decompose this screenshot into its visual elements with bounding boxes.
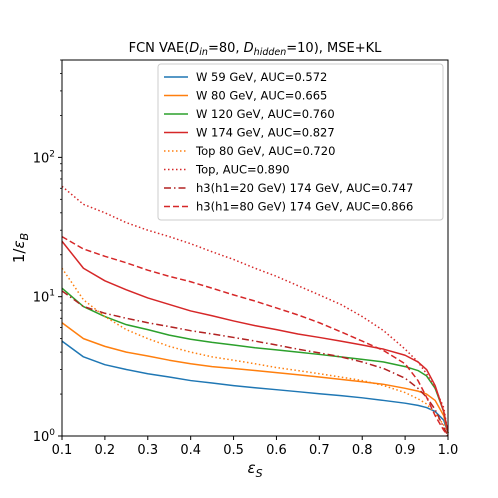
x-tick-label: 0.2	[95, 443, 116, 458]
x-axis-label-sub: S	[256, 467, 263, 480]
series-line-3	[61, 240, 449, 434]
series-line-6	[61, 290, 449, 437]
x-tick-label: 0.6	[266, 443, 287, 458]
legend-box	[157, 63, 444, 221]
title-prefix: FCN VAE(	[129, 41, 190, 56]
y-tick-label-exp: 1	[49, 289, 55, 299]
series-line-7	[61, 235, 449, 437]
legend-label-5: Top, AUC=0.890	[195, 163, 290, 177]
x-tick-label: 0.5	[223, 443, 244, 458]
legend-label-1: W 80 GeV, AUC=0.665	[196, 89, 327, 103]
x-tick-label: 1.0	[438, 443, 459, 458]
y-axis-label-sub: B	[18, 233, 31, 241]
y-tick-label-exp: 2	[49, 149, 55, 159]
title-d-hidden-base: D	[244, 41, 254, 56]
title-d-hidden-sub: hidden	[254, 47, 287, 58]
series-line-2	[61, 287, 449, 434]
y-tick-label: 100	[33, 428, 56, 445]
legend-label-6: h3(h1=20 GeV) 174 GeV, AUC=0.747	[196, 181, 413, 195]
x-axis-label-base: ε	[247, 459, 255, 477]
legend-label-0: W 59 GeV, AUC=0.572	[196, 70, 327, 84]
x-axis-label: εS	[247, 459, 262, 480]
title-d-in-value: =80,	[208, 41, 244, 56]
x-tick-label: 0.1	[52, 443, 73, 458]
x-tick-label: 0.4	[180, 443, 201, 458]
y-tick-label-exp: 0	[49, 428, 55, 438]
legend-label-3: W 174 GeV, AUC=0.827	[196, 126, 335, 140]
title-d-in-sub: in	[199, 47, 208, 58]
y-tick-label-base: 10	[33, 430, 50, 445]
y-axis-label-prefix: 1/	[10, 248, 28, 264]
legend-label-4: Top 80 GeV, AUC=0.720	[195, 144, 335, 158]
title-d-hidden-value: =10), MSE+KL	[286, 41, 382, 56]
plot-frame	[61, 59, 449, 437]
y-tick-label: 102	[33, 149, 55, 166]
legend: W 59 GeV, AUC=0.572 W 80 GeV, AUC=0.665 W …	[157, 63, 444, 221]
x-tick-label: 0.7	[309, 443, 330, 458]
plot-lines	[61, 185, 449, 437]
x-ticks: 0.1 0.2 0.3 0.4 0.5 0.6 0.7 0.8 0.9 1.0	[52, 436, 459, 458]
title-d-in-base: D	[189, 41, 199, 56]
x-tick-label: 0.9	[395, 443, 416, 458]
series-line-4	[61, 267, 449, 437]
y-tick-label-base: 10	[33, 151, 50, 166]
x-tick-label: 0.8	[352, 443, 373, 458]
y-axis-label: 1/εB	[10, 233, 31, 263]
series-line-5	[61, 185, 449, 434]
chart-title: FCN VAE(Din=80, Dhidden=10), MSE+KL	[129, 41, 383, 58]
y-tick-label-base: 10	[33, 291, 50, 306]
y-axis-label-base: ε	[10, 240, 28, 248]
series-line-0	[61, 340, 449, 434]
y-tick-label: 101	[33, 289, 55, 306]
x-tick-label: 0.3	[137, 443, 158, 458]
legend-label-7: h3(h1=80 GeV) 174 GeV, AUC=0.866	[196, 200, 413, 214]
legend-label-2: W 120 GeV, AUC=0.760	[196, 107, 335, 121]
